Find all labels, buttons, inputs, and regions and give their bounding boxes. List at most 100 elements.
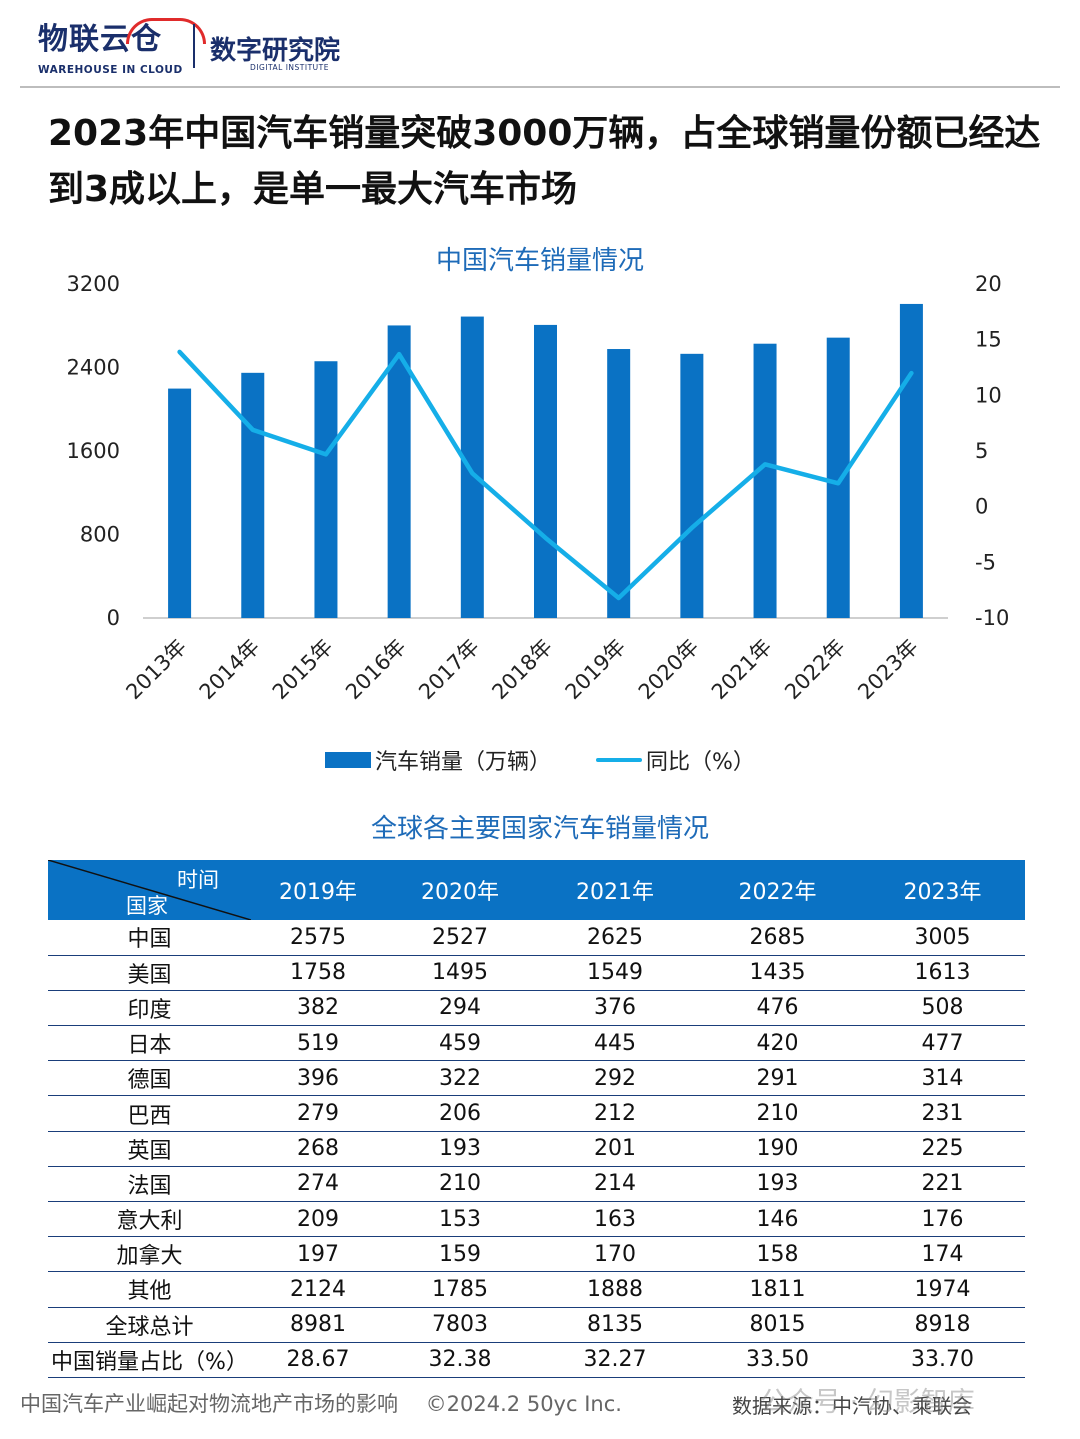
year-header: 2020年: [385, 860, 535, 920]
value-cell: 1435: [695, 955, 860, 991]
country-cell: 德国: [48, 1060, 251, 1097]
value-cell: 32.38: [385, 1342, 535, 1378]
right-axis-tick-label: -5: [975, 550, 996, 574]
watermark: 公众号 · 幻影智库: [760, 1387, 975, 1418]
corner-top-label: 时间: [177, 868, 219, 892]
value-cell: 32.27: [535, 1342, 695, 1378]
value-cell: 163: [535, 1201, 695, 1238]
table-row: 中国 2575 2527 2625 2685 3005: [48, 920, 1025, 956]
value-cell: 209: [251, 1201, 385, 1238]
table-row: 日本 519 459 445 420 477: [48, 1025, 1025, 1062]
country-cell: 全球总计: [48, 1307, 251, 1343]
legend-bar-swatch: [325, 752, 371, 768]
left-axis-tick-label: 3200: [67, 272, 120, 296]
value-cell: 268: [251, 1131, 385, 1167]
table-row: 意大利 209 153 163 146 176: [48, 1201, 1025, 1238]
value-cell: 1495: [385, 955, 535, 991]
table-row: 巴西 279 206 212 210 231: [48, 1095, 1025, 1132]
year-header: 2019年: [251, 860, 385, 920]
table-row: 德国 396 322 292 291 314: [48, 1060, 1025, 1097]
year-header: 2022年: [695, 860, 860, 920]
value-cell: 8981: [251, 1307, 385, 1343]
bar-sales: [314, 361, 338, 618]
x-axis-tick-label: 2015年: [268, 635, 338, 705]
value-cell: 174: [860, 1236, 1025, 1273]
right-axis-tick-label: 0: [975, 495, 988, 519]
year-header: 2021年: [535, 860, 695, 920]
right-axis-tick-label: 20: [975, 272, 1002, 296]
x-axis-tick-label: 2019年: [561, 635, 631, 705]
value-cell: 7803: [385, 1307, 535, 1343]
value-cell: 1888: [535, 1271, 695, 1308]
x-axis-tick-label: 2017年: [414, 635, 484, 705]
x-axis-tick-label: 2023年: [853, 635, 923, 705]
country-cell: 日本: [48, 1025, 251, 1062]
country-cell: 加拿大: [48, 1236, 251, 1273]
bar-sales: [607, 349, 631, 618]
value-cell: 197: [251, 1236, 385, 1273]
bar-sales: [680, 353, 704, 618]
header-divider: [20, 86, 1060, 88]
country-cell: 意大利: [48, 1201, 251, 1238]
corner-bottom-label: 国家: [126, 894, 168, 918]
logo-divider: [193, 24, 195, 68]
value-cell: 477: [860, 1025, 1025, 1062]
right-axis-tick-label: -10: [975, 606, 1009, 630]
table-row: 英国 268 193 201 190 225: [48, 1131, 1025, 1167]
value-cell: 206: [385, 1095, 535, 1132]
country-cell: 法国: [48, 1166, 251, 1203]
year-header: 2023年: [860, 860, 1025, 920]
value-cell: 508: [860, 990, 1025, 1027]
value-cell: 176: [860, 1201, 1025, 1238]
x-axis-tick-label: 2020年: [634, 635, 704, 705]
value-cell: 210: [695, 1095, 860, 1132]
value-cell: 291: [695, 1060, 860, 1097]
left-axis-tick-label: 2400: [67, 356, 120, 380]
value-cell: 231: [860, 1095, 1025, 1132]
table-row: 法国 274 210 214 193 221: [48, 1166, 1025, 1203]
diagonal-line: [48, 860, 251, 920]
table-row: 中国销量占比（%） 28.67 32.38 32.27 33.50 33.70: [48, 1342, 1025, 1378]
value-cell: 158: [695, 1236, 860, 1273]
legend-item-bar: 汽车销量（万辆）: [325, 744, 551, 776]
table-row: 加拿大 197 159 170 158 174: [48, 1236, 1025, 1273]
table-row: 全球总计 8981 7803 8135 8015 8918: [48, 1307, 1025, 1343]
value-cell: 2124: [251, 1271, 385, 1308]
value-cell: 519: [251, 1025, 385, 1062]
logo1-subtitle: WAREHOUSE IN CLOUD: [38, 64, 183, 76]
value-cell: 1549: [535, 955, 695, 991]
table-row: 其他 2124 1785 1888 1811 1974: [48, 1271, 1025, 1308]
digital-institute-logo: 数字研究院 DIGITAL INSTITUTE: [210, 30, 340, 72]
value-cell: 314: [860, 1060, 1025, 1097]
value-cell: 210: [385, 1166, 535, 1203]
value-cell: 190: [695, 1131, 860, 1167]
value-cell: 33.50: [695, 1342, 860, 1378]
value-cell: 2527: [385, 920, 535, 956]
value-cell: 1811: [695, 1271, 860, 1308]
warehouse-in-cloud-logo: 物联云仓 WAREHOUSE IN CLOUD: [38, 14, 206, 78]
legend-item-line: 同比（%）: [596, 744, 755, 776]
value-cell: 2685: [695, 920, 860, 956]
country-cell: 其他: [48, 1271, 251, 1308]
chart-title: 中国汽车销量情况: [435, 246, 644, 276]
value-cell: 221: [860, 1166, 1025, 1203]
value-cell: 382: [251, 990, 385, 1027]
right-axis-tick-label: 5: [975, 439, 988, 463]
bar-sales: [753, 343, 777, 618]
value-cell: 28.67: [251, 1342, 385, 1378]
table-header-row: 时间 国家 2019年 2020年 2021年 2022年 2023年: [48, 860, 1025, 920]
value-cell: 8918: [860, 1307, 1025, 1343]
x-axis-tick-label: 2013年: [122, 635, 192, 705]
table-row: 印度 382 294 376 476 508: [48, 990, 1025, 1027]
legend-bar-label: 汽车销量（万辆）: [375, 750, 552, 775]
country-cell: 美国: [48, 955, 251, 991]
value-cell: 279: [251, 1095, 385, 1132]
chart-legend: 汽车销量（万辆） 同比（%）: [0, 744, 1080, 780]
left-axis-tick-label: 0: [107, 606, 120, 630]
x-axis-tick-label: 2016年: [341, 635, 411, 705]
x-axis-tick-label: 2014年: [195, 635, 265, 705]
table-title: 全球各主要国家汽车销量情况: [370, 814, 709, 844]
value-cell: 2575: [251, 920, 385, 956]
value-cell: 214: [535, 1166, 695, 1203]
